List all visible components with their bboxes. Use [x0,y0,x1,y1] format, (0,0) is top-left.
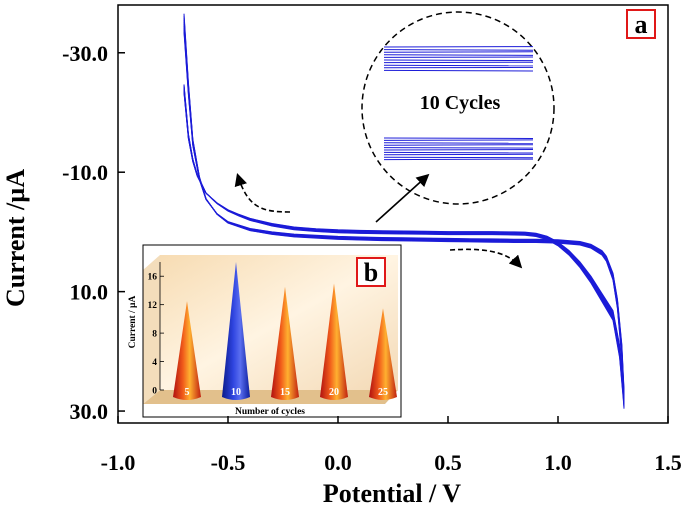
cv-reverse-scan-10 [183,13,625,409]
zoom-line-bottom [383,147,534,149]
inset-b-sidewall [143,255,160,404]
zoom-line-top [383,49,534,51]
cone-y-tick-label: 12 [148,301,158,311]
inset-b-x-label: Number of cycles [235,407,305,417]
x-tick-label: 1.5 [654,450,682,475]
cone-category-label: 15 [280,387,290,398]
zoom-line-bottom [383,144,534,146]
cone-y-tick-label: 0 [152,387,157,397]
cv-forward-scan-10 [183,84,625,408]
scan-arrow-right [449,248,523,269]
cone-category-label: 10 [231,387,241,398]
panel-label-b-box [356,257,386,287]
zoom-line-bottom [383,149,534,151]
zoom-lines-bottom [383,137,534,161]
zoom-line-top [383,59,534,62]
cone-y-tick-label: 8 [152,330,157,340]
cycles-zoom-inset: 10 Cycles [361,11,555,205]
cone-bar-25 [369,308,397,400]
cone-bar-10 [222,262,250,400]
y-tick-label: -30.0 [62,41,108,66]
zoom-line-bottom [383,137,534,139]
cones: 5 10 15 20 25 [173,262,397,400]
cone-bar-15 [271,286,299,400]
zoom-line-top [383,54,534,56]
cone-y-tick-label: 16 [148,273,158,283]
cone-bar-5 [173,301,201,400]
cone-category-label: 25 [378,387,388,398]
x-tick-label: 1.0 [544,450,572,475]
x-tick-label: -1.0 [101,450,136,475]
plot-frame [117,4,669,424]
zoom-line-bottom [383,139,534,141]
y-tick-label: 10.0 [70,280,109,305]
zoom-line-bottom [383,142,534,144]
y-axis: -30.0 -10.0 10.0 30.0 [62,41,125,424]
panel-label-a: a [635,10,648,39]
y-tick-label: -10.0 [62,160,108,185]
cone-y-tick-label: 4 [152,358,157,368]
cone-category-label: 20 [329,387,339,398]
inset-b-frame [142,244,402,418]
cone-category-label: 5 [185,387,190,398]
x-axis-label: Potential / V [323,479,461,508]
zoom-lines-top [383,46,534,72]
cycles-label: 10 Cycles [420,92,501,114]
panel-label-b: b [364,258,378,287]
cone-bar-20 [320,283,348,400]
zoom-line-bottom [383,153,534,156]
scan-arrow-left [234,172,291,213]
zoom-line-top [383,64,534,67]
x-tick-label: 0.0 [324,450,352,475]
zoom-line-top [383,69,534,72]
x-tick-label: 0.5 [434,450,462,475]
x-axis: -1.0 -0.5 0.0 0.5 1.0 1.5 [101,416,682,475]
cv-curves [183,13,625,409]
inset-b-y-label: Current / µA [128,295,138,348]
y-axis-label: Current /µA [1,169,30,307]
zoom-line-bottom [383,156,534,159]
panel-label-a-box [626,9,656,39]
y-tick-label: 30.0 [70,399,109,424]
zoom-pointer-arrow [375,173,430,223]
inset-b: 0 4 8 12 16 5 10 15 20 25 Number of cycles Curre… [128,244,402,418]
cone-axis: 0 4 8 12 16 [148,262,164,397]
zoom-line-bottom [383,158,534,161]
zoom-line-bottom [383,151,534,154]
x-tick-label: -0.5 [211,450,246,475]
